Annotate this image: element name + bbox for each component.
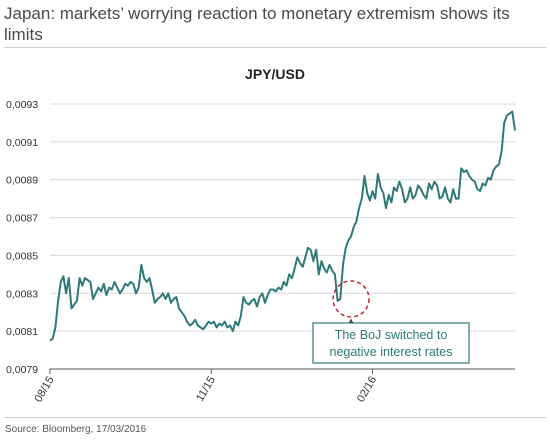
annotation-text-line2: negative interest rates	[330, 345, 453, 359]
annotation-box	[312, 322, 470, 364]
annotation: The BoJ switched to negative interest rat…	[312, 280, 470, 364]
y-tick-label: 0,0083	[6, 288, 38, 300]
x-axis: 08/15 11/15 02/16	[32, 368, 515, 405]
y-tick-label: 0,0093	[6, 99, 38, 111]
footer-divider	[4, 417, 546, 418]
annotation-circle	[332, 280, 370, 318]
y-tick-label: 0,0089	[6, 175, 38, 187]
y-axis-tick-labels: 0,0079 0,0081 0,0083 0,0085 0,0087 0,0089 0,00…	[6, 99, 38, 376]
y-tick-label: 0,0091	[6, 137, 38, 149]
title-divider	[4, 47, 546, 48]
series-line-path	[49, 110, 516, 342]
source-note: Source: Bloomberg, 17/03/2016	[5, 424, 147, 435]
y-tick-label: 0,0081	[6, 326, 38, 338]
y-tick-label: 0,0085	[6, 250, 38, 262]
page-title: Japan: markets’ worrying reaction to mon…	[4, 4, 510, 44]
series-line	[49, 110, 516, 342]
y-tick-label: 0,0087	[6, 213, 38, 225]
x-tick-label: 08/15	[32, 375, 56, 405]
x-tick-label: 11/15	[194, 375, 218, 404]
annotation-text-line1: The BoJ switched to	[335, 328, 448, 342]
chart-title: JPY/USD	[245, 66, 305, 82]
x-tick-label: 02/16	[355, 375, 379, 405]
y-tick-label: 0,0079	[6, 364, 38, 376]
